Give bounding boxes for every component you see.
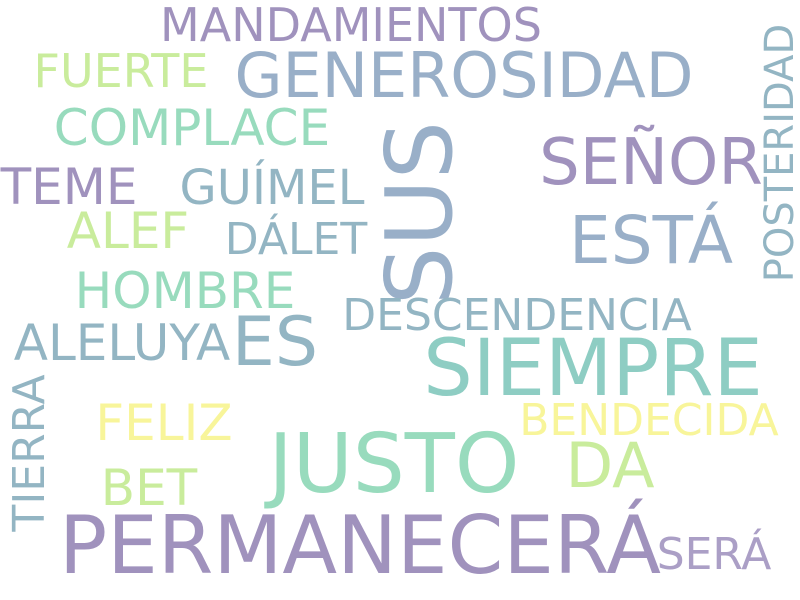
- word-esta: ESTÁ: [569, 202, 733, 279]
- word-es: ES: [232, 303, 318, 382]
- word-sus: SUS: [366, 121, 473, 305]
- word-guimel: GUÍMEL: [180, 159, 365, 216]
- word-permanecera: PERMANECERÁ: [59, 498, 661, 592]
- word-dalet: DÁLET: [225, 212, 368, 265]
- word-hombre: HOMBRE: [75, 262, 296, 320]
- word-alef: ALEF: [67, 202, 189, 260]
- word-complace: COMPLACE: [54, 99, 330, 157]
- word-justo: JUSTO: [264, 417, 520, 512]
- word-senor: SEÑOR: [539, 125, 763, 200]
- word-bet: BET: [101, 459, 198, 517]
- word-mandamientos: MANDAMIENTOS: [160, 0, 542, 52]
- word-fuerte: FUERTE: [34, 44, 209, 98]
- word-bendecida: BENDECIDA: [519, 395, 779, 446]
- word-aleluya: ALELUYA: [14, 314, 230, 372]
- word-sera: SERÁ: [657, 527, 772, 580]
- word-da: DA: [565, 429, 654, 502]
- word-teme: TEME: [0, 158, 137, 216]
- word-feliz: FELIZ: [95, 394, 232, 452]
- word-descendencia: DESCENDENCIA: [342, 290, 691, 341]
- word-generosidad: GENEROSIDAD: [234, 39, 693, 112]
- word-posteridad: POSTERIDAD: [757, 24, 800, 283]
- word-siempre: SIEMPRE: [423, 324, 763, 414]
- word-tierra: TIERRA: [4, 374, 55, 532]
